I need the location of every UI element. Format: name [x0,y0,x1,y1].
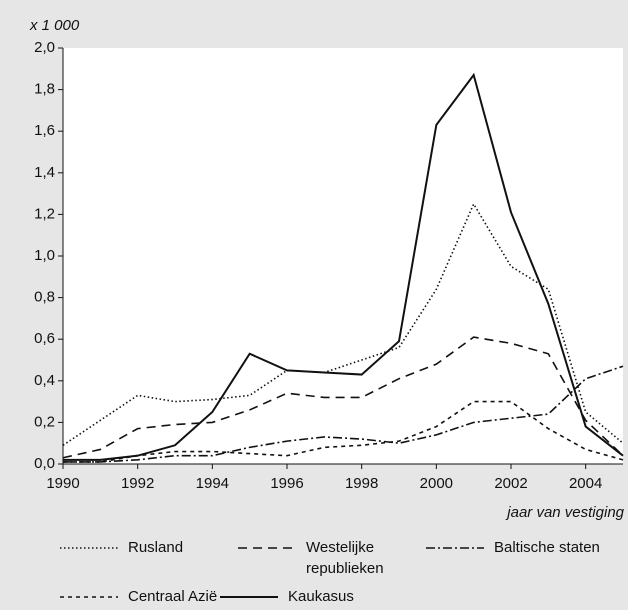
series-line [63,365,624,463]
chart: x 1 000 jaar van vestiging 0,0 0,2 0,4 0,6 0… [29,17,625,520]
series-line [62,202,624,446]
y-tick-label: 1,0 [34,247,55,264]
legend-item: Centraal Azië [58,586,228,607]
legend-item: Kaukasus [218,586,398,607]
legend-item: Westelijke republieken [236,537,416,579]
x-tick-label: 1996 [270,475,303,492]
x-tick-label: 2002 [494,475,527,492]
legend-swatch [60,547,118,549]
y-tick-label: 2,0 [34,39,55,56]
y-tick-label: 0,4 [34,372,55,389]
legend-swatch [238,547,296,549]
x-tick-label: 2000 [420,475,453,492]
x-tick-label: 1998 [345,475,378,492]
y-tick-label: 1,4 [34,164,55,181]
x-tick-label: 1992 [121,475,154,492]
y-tick-label: 0,0 [34,455,55,472]
x-tick-label: 1994 [196,475,229,492]
legend-swatch [426,547,484,549]
y-tick-label: 1,2 [34,205,55,222]
y-tick-label: 0,8 [34,289,55,306]
legend-item: Rusland [58,537,198,558]
y-unit-label: x 1 000 [29,17,80,34]
y-tick-label: 0,2 [34,413,55,430]
y-tick-label: 1,8 [34,81,55,98]
plot-area [63,48,623,464]
series-line [63,72,624,461]
series-line [62,336,624,459]
legend-swatch [220,596,278,598]
legend-label: Westelijke republieken [306,539,384,577]
legend-label: Centraal Azië [128,588,218,605]
x-axis-label: jaar van vestiging [505,504,624,520]
legend-label: Baltische staten [494,539,600,556]
legend-item: Baltische staten [424,537,628,558]
legend-swatch [60,596,118,598]
series-line [63,400,624,463]
legend-label: Rusland [128,539,184,556]
legend-label: Kaukasus [288,588,354,605]
x-tick-label: 2004 [569,475,602,492]
x-tick-label: 1990 [46,475,79,492]
y-tick-label: 1,6 [34,122,55,139]
y-tick-label: 0,6 [34,330,55,347]
